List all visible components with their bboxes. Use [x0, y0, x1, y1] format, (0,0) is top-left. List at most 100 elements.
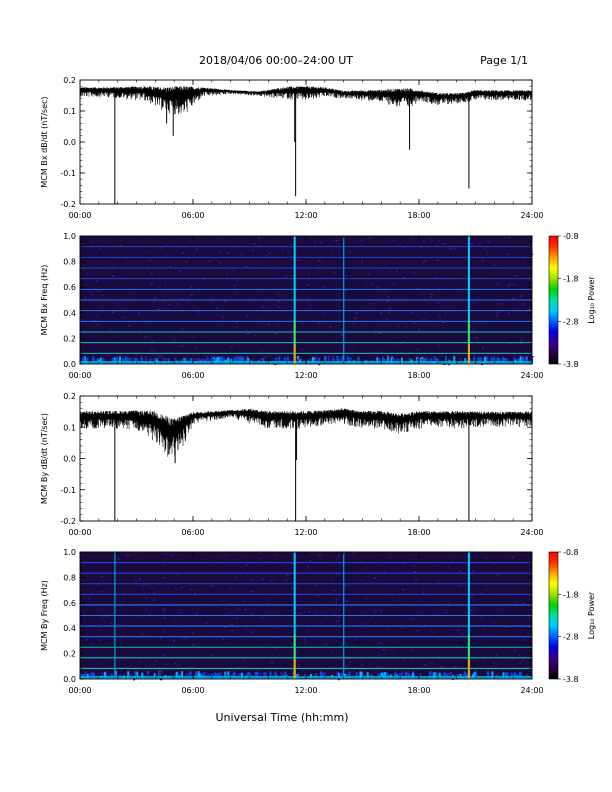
speckle-cell [207, 281, 210, 283]
speckle-cell [181, 345, 184, 348]
speckle-cell [438, 239, 441, 242]
low-band-cell [216, 356, 219, 364]
low-band-cell [412, 672, 414, 679]
low-band-cell [80, 672, 82, 679]
speckle-cell [434, 246, 437, 249]
speckle-cell [122, 249, 125, 251]
speckle-cell [405, 592, 408, 594]
speckle-cell [377, 269, 380, 272]
speckle-cell [500, 591, 503, 594]
speckle-cell [209, 578, 212, 581]
speckle-cell [430, 630, 433, 632]
speckle-cell [199, 313, 202, 316]
speckle-cell [338, 558, 341, 560]
speckle-cell [192, 305, 195, 307]
speckle-cell [399, 597, 401, 600]
low-band-cell [314, 356, 317, 364]
speckle-cell [108, 634, 111, 637]
speckle-cell [163, 282, 166, 285]
speckle-cell [497, 264, 500, 266]
x-tick-label: 06:00 [181, 528, 204, 537]
speckle-cell [501, 281, 504, 284]
speckle-cell [401, 286, 404, 288]
speckle-cell [268, 561, 271, 563]
x-axis-label: Universal Time (hh:mm) [216, 711, 349, 724]
speckle-cell [503, 625, 506, 628]
speckle-cell [297, 606, 300, 609]
speckle-cell [120, 585, 123, 587]
speckle-cell [415, 287, 418, 289]
speckle-cell [133, 305, 136, 307]
speckle-cell [166, 553, 169, 555]
speckle-cell [90, 571, 93, 573]
low-band-cell [275, 357, 278, 364]
speckle-cell [162, 654, 165, 657]
speckle-cell [118, 622, 121, 625]
speckle-cell [160, 670, 163, 673]
speckle-cell [495, 328, 498, 331]
speckle-cell [223, 626, 226, 628]
speckle-cell [185, 637, 188, 640]
low-band-cell [224, 671, 227, 679]
speckle-cell [323, 314, 326, 316]
speckle-cell [443, 243, 446, 245]
low-band-cell [196, 357, 199, 364]
speckle-cell [396, 274, 399, 276]
speckle-cell [530, 280, 533, 282]
speckle-cell [413, 272, 416, 274]
trace-line [80, 86, 532, 115]
speckle-cell [411, 649, 414, 651]
speckle-cell [359, 244, 361, 246]
speckle-cell [457, 629, 460, 631]
speckle-cell [244, 633, 246, 636]
speckle-cell [495, 664, 498, 667]
speckle-cell [259, 559, 262, 561]
low-band-cell [484, 356, 486, 364]
speckle-cell [286, 578, 288, 580]
speckle-cell [89, 290, 92, 292]
speckle-cell [492, 562, 495, 565]
speckle-cell [490, 634, 493, 637]
speckle-cell [208, 658, 210, 660]
speckle-cell [144, 608, 147, 610]
speckle-cell [308, 300, 311, 302]
speckle-cell [154, 660, 157, 662]
speckle-cell [81, 319, 84, 321]
speckle-cell [469, 650, 471, 653]
speckle-cell [178, 612, 181, 614]
speckle-cell [278, 324, 281, 327]
speckle-cell [179, 283, 182, 286]
speckle-cell [95, 346, 98, 348]
speckle-cell [461, 633, 464, 636]
speckle-cell [406, 323, 409, 325]
speckle-cell [313, 240, 316, 242]
speckle-cell [261, 264, 264, 266]
speckle-cell [508, 243, 511, 246]
low-band-cell [355, 672, 358, 679]
speckle-cell [350, 590, 353, 593]
speckle-cell [99, 290, 102, 292]
speckle-cell [266, 602, 269, 605]
speckle-cell [205, 622, 208, 624]
low-band-cell [84, 671, 87, 679]
speckle-cell [158, 356, 161, 358]
speckle-cell [316, 269, 319, 272]
speckle-cell [474, 651, 477, 653]
speckle-cell [395, 280, 398, 283]
low-band-cell [242, 357, 245, 364]
speckle-cell [353, 236, 356, 239]
speckle-cell [126, 333, 129, 336]
speckle-cell [425, 596, 428, 599]
speckle-cell [509, 602, 512, 604]
speckle-cell [443, 237, 446, 240]
speckle-cell [295, 576, 298, 579]
speckle-cell [346, 274, 349, 277]
speckle-cell [512, 283, 515, 286]
speckle-cell [415, 601, 418, 603]
speckle-cell [451, 561, 454, 563]
speckle-cell [123, 654, 126, 656]
speckle-cell [329, 648, 332, 650]
speckle-cell [456, 568, 459, 570]
speckle-cell [496, 312, 499, 314]
speckle-cell [378, 610, 381, 612]
